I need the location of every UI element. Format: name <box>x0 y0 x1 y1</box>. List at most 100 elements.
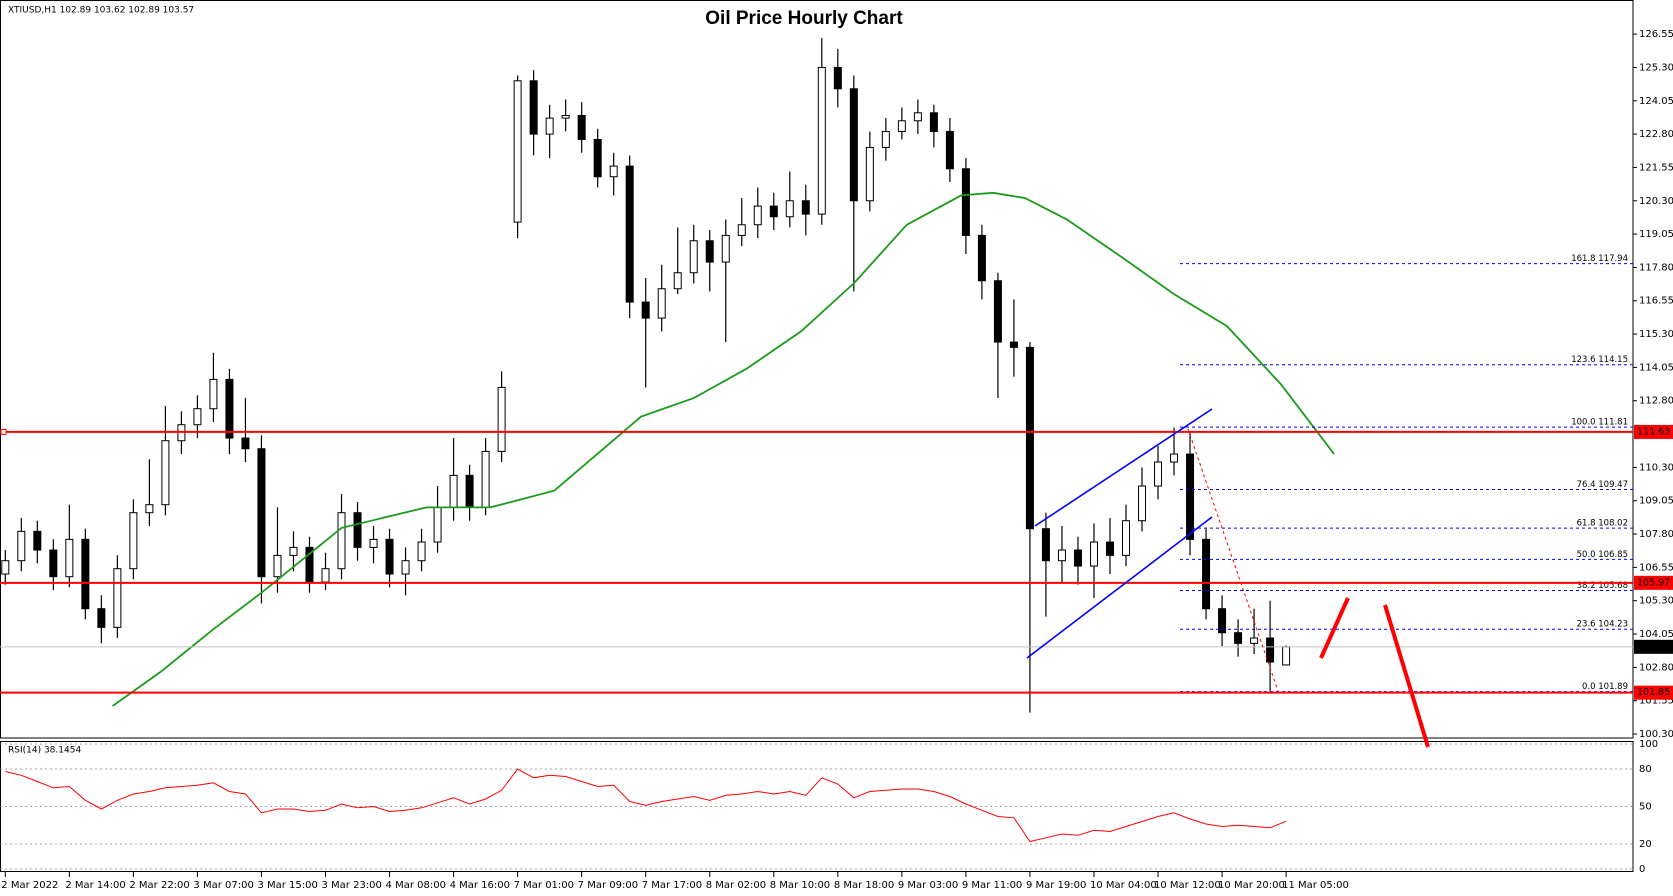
candle-body <box>449 474 458 508</box>
candle-body <box>257 448 266 578</box>
candle-body <box>497 386 506 452</box>
x-tick-label: 4 Mar 08:00 <box>386 880 446 891</box>
candle-body <box>753 205 762 226</box>
candle-body <box>273 554 282 578</box>
candle-body <box>369 538 378 548</box>
price-level-label: 103.57 <box>1637 641 1670 652</box>
candle-body <box>1089 541 1098 567</box>
rsi-tick-label: 0 <box>1639 864 1645 875</box>
chart-title: Oil Price Hourly Chart <box>705 8 903 29</box>
y-tick-label: 116.55 <box>1639 296 1673 307</box>
candle-body <box>625 165 634 303</box>
candle-body <box>545 117 554 135</box>
candle-body <box>433 506 442 543</box>
arrow-up <box>1319 597 1350 659</box>
candle-body <box>113 568 122 628</box>
candle-body <box>577 114 586 140</box>
candle-body <box>769 205 778 218</box>
candle-body <box>1202 538 1211 610</box>
y-tick-label: 105.30 <box>1639 596 1673 607</box>
y-tick-label: 125.30 <box>1639 62 1673 73</box>
candle-body <box>929 112 938 132</box>
x-tick-label: 8 Mar 18:00 <box>834 880 894 891</box>
price-level-box <box>1634 639 1673 654</box>
y-tick-label: 126.55 <box>1639 29 1673 40</box>
x-tick-label: 10 Mar 20:00 <box>1218 880 1285 891</box>
x-tick-label: 2 Mar 22:00 <box>129 880 189 891</box>
x-tick-label: 3 Mar 07:00 <box>193 880 253 891</box>
y-tick-label: 109.05 <box>1639 496 1673 507</box>
candle-body <box>1170 453 1179 463</box>
candle-body <box>65 538 74 578</box>
annotations <box>1026 408 1430 748</box>
level-marker <box>0 428 7 435</box>
x-tick-label: 2 Mar 2022 <box>1 880 58 891</box>
symbol-header: XTIUSD,H1 102.89 103.62 102.89 103.57 <box>8 6 194 16</box>
candle-body <box>1105 541 1114 556</box>
candle-body <box>81 538 90 610</box>
candle-body <box>801 200 810 215</box>
candle-body <box>817 66 826 215</box>
candle-body <box>129 512 138 570</box>
candle-body <box>609 165 618 178</box>
candle-body <box>641 301 650 319</box>
candle-body <box>225 378 234 439</box>
x-tick-label: 3 Mar 15:00 <box>257 880 317 891</box>
candle-body <box>33 530 42 551</box>
candle-body <box>161 440 170 506</box>
candle-body <box>97 608 106 628</box>
fib-label: 76.4 109.47 <box>1577 480 1628 490</box>
candle-body <box>209 378 218 410</box>
price-level-box <box>1634 575 1673 590</box>
x-tick-label: 7 Mar 01:00 <box>514 880 574 891</box>
candle-body <box>241 437 250 450</box>
candle-body <box>513 80 522 223</box>
candle-body <box>593 138 602 178</box>
y-tick-label: 115.30 <box>1639 329 1673 340</box>
price-level-label: 101.85 <box>1637 687 1670 698</box>
main-panel <box>0 0 1634 739</box>
arrow-down <box>1383 604 1430 748</box>
candle-body <box>657 288 666 319</box>
x-tick-label: 10 Mar 12:00 <box>1154 880 1221 891</box>
candle-body <box>417 541 426 562</box>
channel-lower <box>1026 516 1213 659</box>
fib-label: 123.6 114.15 <box>1571 355 1628 365</box>
candle-body <box>1186 453 1195 540</box>
moving-average <box>112 191 1335 707</box>
candle-body <box>673 272 682 290</box>
candle-body <box>193 408 202 426</box>
price-level-box <box>1634 685 1673 700</box>
candle-body <box>993 280 1002 343</box>
candle-body <box>1154 461 1163 487</box>
x-tick-label: 8 Mar 02:00 <box>706 880 766 891</box>
x-tick-label: 4 Mar 16:00 <box>450 880 510 891</box>
candle-body <box>1122 520 1130 556</box>
candle-body <box>689 240 698 274</box>
y-tick-label: 104.05 <box>1639 629 1673 640</box>
fib-label: 0.0 101.89 <box>1582 682 1628 692</box>
x-tick-label: 8 Mar 10:00 <box>770 880 830 891</box>
x-tick-label: 7 Mar 09:00 <box>578 880 638 891</box>
fib-label: 23.6 104.23 <box>1577 620 1628 630</box>
y-tick-label: 122.80 <box>1639 129 1673 140</box>
candle-body <box>1266 637 1275 663</box>
x-tick-label: 3 Mar 23:00 <box>322 880 382 891</box>
price-level-label: 111.63 <box>1637 426 1670 437</box>
candle-body <box>353 512 362 548</box>
candle-body <box>705 240 714 263</box>
y-tick-label: 119.05 <box>1639 229 1673 240</box>
candle-body <box>849 88 858 202</box>
y-tick-label: 107.80 <box>1639 529 1673 540</box>
candle-body <box>865 146 874 202</box>
candle-body <box>913 112 922 122</box>
candle-body <box>1138 485 1147 522</box>
rsi-tick-label: 50 <box>1639 802 1652 813</box>
rsi-line <box>5 768 1287 843</box>
candle-body <box>529 80 538 135</box>
candle-body <box>337 512 346 570</box>
y-tick-label: 120.30 <box>1639 196 1673 207</box>
x-tick-label: 2 Mar 14:00 <box>65 880 125 891</box>
rsi-title: RSI(14) 38.1454 <box>8 746 81 756</box>
